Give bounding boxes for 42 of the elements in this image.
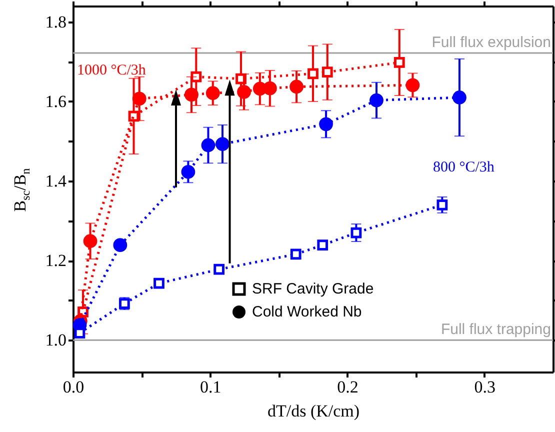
point bbox=[181, 164, 196, 179]
y-tick-label: 1.8 bbox=[45, 12, 66, 32]
point bbox=[113, 238, 128, 252]
annotation: Cold Worked Nb bbox=[252, 304, 362, 320]
point bbox=[237, 84, 251, 99]
ref-line-label: Full flux trapping bbox=[440, 321, 551, 338]
point bbox=[317, 240, 328, 251]
point bbox=[262, 81, 277, 96]
x-tick-label: 0.1 bbox=[200, 378, 222, 396]
annotation: 1000 °C/3h bbox=[77, 62, 146, 80]
point bbox=[350, 227, 362, 238]
y-tick-label: 1.0 bbox=[45, 330, 66, 350]
ref-line-label: Full flux expulsion bbox=[432, 34, 551, 51]
point bbox=[436, 199, 448, 210]
point bbox=[206, 86, 220, 100]
point bbox=[308, 68, 318, 80]
point bbox=[184, 88, 198, 102]
point bbox=[406, 78, 420, 92]
point bbox=[214, 264, 224, 275]
y-tick-label: 1.2 bbox=[45, 251, 66, 270]
point bbox=[322, 66, 333, 78]
point bbox=[394, 57, 405, 68]
y-tick-label: 1.4 bbox=[45, 172, 67, 191]
point bbox=[190, 71, 202, 82]
point bbox=[370, 93, 384, 108]
point bbox=[201, 138, 216, 152]
point bbox=[290, 80, 304, 94]
annotation: 800 °C/3h bbox=[433, 160, 494, 176]
x-tick-label: 0.3 bbox=[474, 378, 496, 396]
x-tick-label: 0.0 bbox=[62, 378, 84, 396]
point bbox=[290, 248, 302, 260]
point bbox=[74, 328, 86, 338]
point bbox=[452, 90, 466, 104]
point bbox=[216, 137, 230, 151]
x-axis-title: dT/ds (K/cm) bbox=[267, 402, 360, 420]
x-tick-label: 0.2 bbox=[337, 378, 358, 396]
annotation: SRF Cavity Grade bbox=[252, 280, 374, 298]
point bbox=[132, 92, 146, 106]
point bbox=[319, 117, 333, 132]
y-tick-label: 1.6 bbox=[45, 92, 66, 111]
point bbox=[154, 278, 164, 289]
point bbox=[83, 234, 98, 248]
